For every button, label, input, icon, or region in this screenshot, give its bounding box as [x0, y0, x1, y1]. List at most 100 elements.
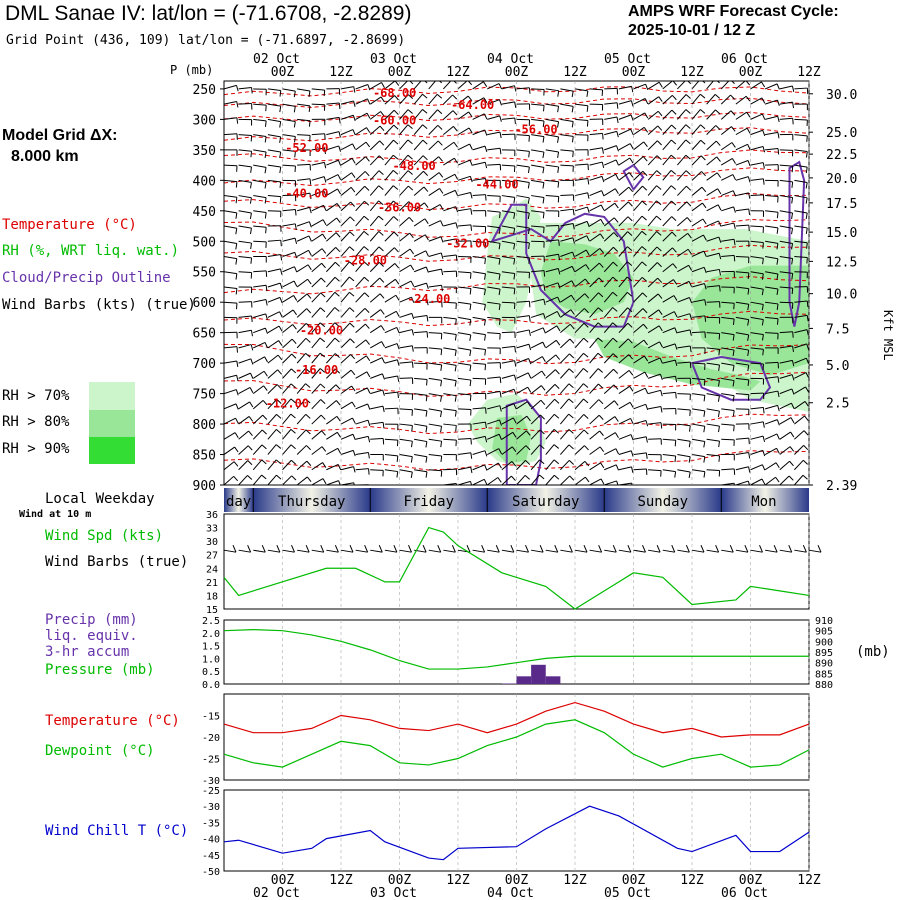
- legend-rh80-swatch: [89, 410, 135, 437]
- wind-barb-flag: [407, 109, 413, 114]
- wind-barb-flag: [497, 462, 502, 469]
- wind-barb: [224, 117, 237, 120]
- wind-barb: [384, 454, 398, 457]
- wind-barb-flag: [745, 95, 751, 102]
- temperature-label: -48.00: [392, 159, 435, 173]
- wind-barb-flag: [305, 337, 311, 343]
- wind-barb-flag: [380, 96, 385, 103]
- wind-barb: [560, 265, 573, 273]
- wind-barb-10m-flag: [408, 544, 412, 553]
- wind-barb-flag: [275, 444, 282, 449]
- wind-barb-flag: [583, 398, 589, 404]
- wind-barb-flag: [455, 318, 457, 325]
- wind-barb-flag: [718, 220, 722, 227]
- wind-barb: [516, 460, 526, 471]
- wind-barb-flag: [597, 337, 603, 343]
- wind-barb-flag: [616, 131, 619, 138]
- wind-barb-flag: [323, 90, 326, 97]
- wind-barb: [296, 460, 308, 471]
- wind-barb: [253, 134, 267, 138]
- wind-barb-flag: [643, 127, 649, 133]
- wind-barb-flag: [822, 270, 823, 276]
- wind-barb: [560, 368, 570, 379]
- wind-barb: [662, 295, 675, 303]
- wind-barb: [282, 251, 295, 257]
- wind-barb: [253, 118, 267, 122]
- wind-barb: [253, 240, 267, 243]
- wind-barb: [662, 391, 676, 395]
- wind-barb: [750, 113, 763, 120]
- wind-barb: [457, 224, 471, 227]
- wind-barb-flag: [732, 318, 735, 326]
- wind-barb: [457, 175, 471, 181]
- wind-barb-flag: [703, 426, 706, 433]
- wind-barb-flag: [321, 248, 327, 254]
- chill-tick: -45: [202, 851, 220, 862]
- temperature-label: -12.00: [266, 397, 309, 411]
- wind-barb-flag: [276, 474, 282, 480]
- wind-barb: [603, 276, 614, 288]
- wind-barb-flag: [568, 444, 574, 450]
- wind-barb: [560, 103, 574, 107]
- wind-barb-flag: [805, 212, 808, 219]
- wind-barb: [764, 476, 776, 485]
- wind-barb-flag: [791, 85, 795, 92]
- wind-barb: [224, 286, 237, 289]
- precip-tick: 1.0: [202, 654, 220, 665]
- wind-barb-flag: [308, 120, 311, 127]
- wind-barb: [282, 118, 296, 123]
- wind-barb-flag: [440, 364, 443, 371]
- wind-barb: [574, 103, 588, 107]
- wind-barb: [750, 347, 764, 350]
- wind-barb: [779, 345, 793, 349]
- wind-barb-flag: [716, 81, 720, 84]
- wind-barb: [531, 210, 545, 213]
- wind-barb: [662, 263, 674, 273]
- wind-barb: [559, 413, 570, 425]
- precip-tick: 2.0: [202, 629, 220, 640]
- wind-barb-flag: [411, 313, 415, 320]
- wind-barb: [413, 266, 427, 273]
- wind-barb-flag: [334, 276, 340, 282]
- wind-barb: [618, 143, 631, 151]
- wind-barb: [721, 174, 734, 181]
- wind-barb: [516, 358, 529, 364]
- wind-barb-flag: [484, 450, 488, 457]
- wind-barb: [721, 238, 735, 242]
- wind-barb-flag: [322, 478, 327, 485]
- wind-barb-flag: [247, 475, 253, 480]
- wind-barb-flag: [378, 185, 384, 190]
- wind-barb: [384, 469, 398, 473]
- weekday-label: Friday: [403, 494, 454, 510]
- wind-barb: [603, 368, 614, 379]
- wind-barb-flag: [263, 370, 268, 377]
- wind-barb: [340, 129, 354, 136]
- wind-barb: [750, 162, 764, 166]
- wind-barb-flag: [294, 237, 298, 245]
- wind-barb: [560, 280, 573, 288]
- wind-barb: [487, 240, 501, 244]
- temp-tick: -20: [202, 733, 220, 744]
- wind-barb: [545, 459, 555, 471]
- wind-barb-flag: [498, 273, 501, 280]
- wind-barb-flag: [583, 337, 589, 343]
- wind-barb: [413, 186, 425, 196]
- bottom-hour-label: 12Z: [446, 873, 470, 888]
- wind-barb-flag: [731, 81, 735, 84]
- wind-barb-flag: [789, 446, 795, 452]
- wind-barb: [340, 466, 354, 471]
- wind-barb-flag: [454, 334, 457, 341]
- legend-rh90-label: RH > 90%: [2, 441, 70, 457]
- wind-barb: [267, 459, 277, 471]
- wind-barb-flag: [542, 327, 546, 334]
- wind-barb-flag: [612, 307, 618, 312]
- wind-barb-flag: [484, 162, 488, 169]
- wind-barb-flag: [613, 368, 619, 374]
- wind-barb-10m-flag: [305, 544, 310, 553]
- wind-barb-flag: [437, 140, 443, 146]
- wind-barb-flag: [776, 212, 779, 219]
- wind-barb-flag: [715, 140, 721, 146]
- wind-barb-flag: [367, 420, 371, 427]
- wind-barb: [428, 81, 437, 90]
- wind-barb: [443, 222, 457, 227]
